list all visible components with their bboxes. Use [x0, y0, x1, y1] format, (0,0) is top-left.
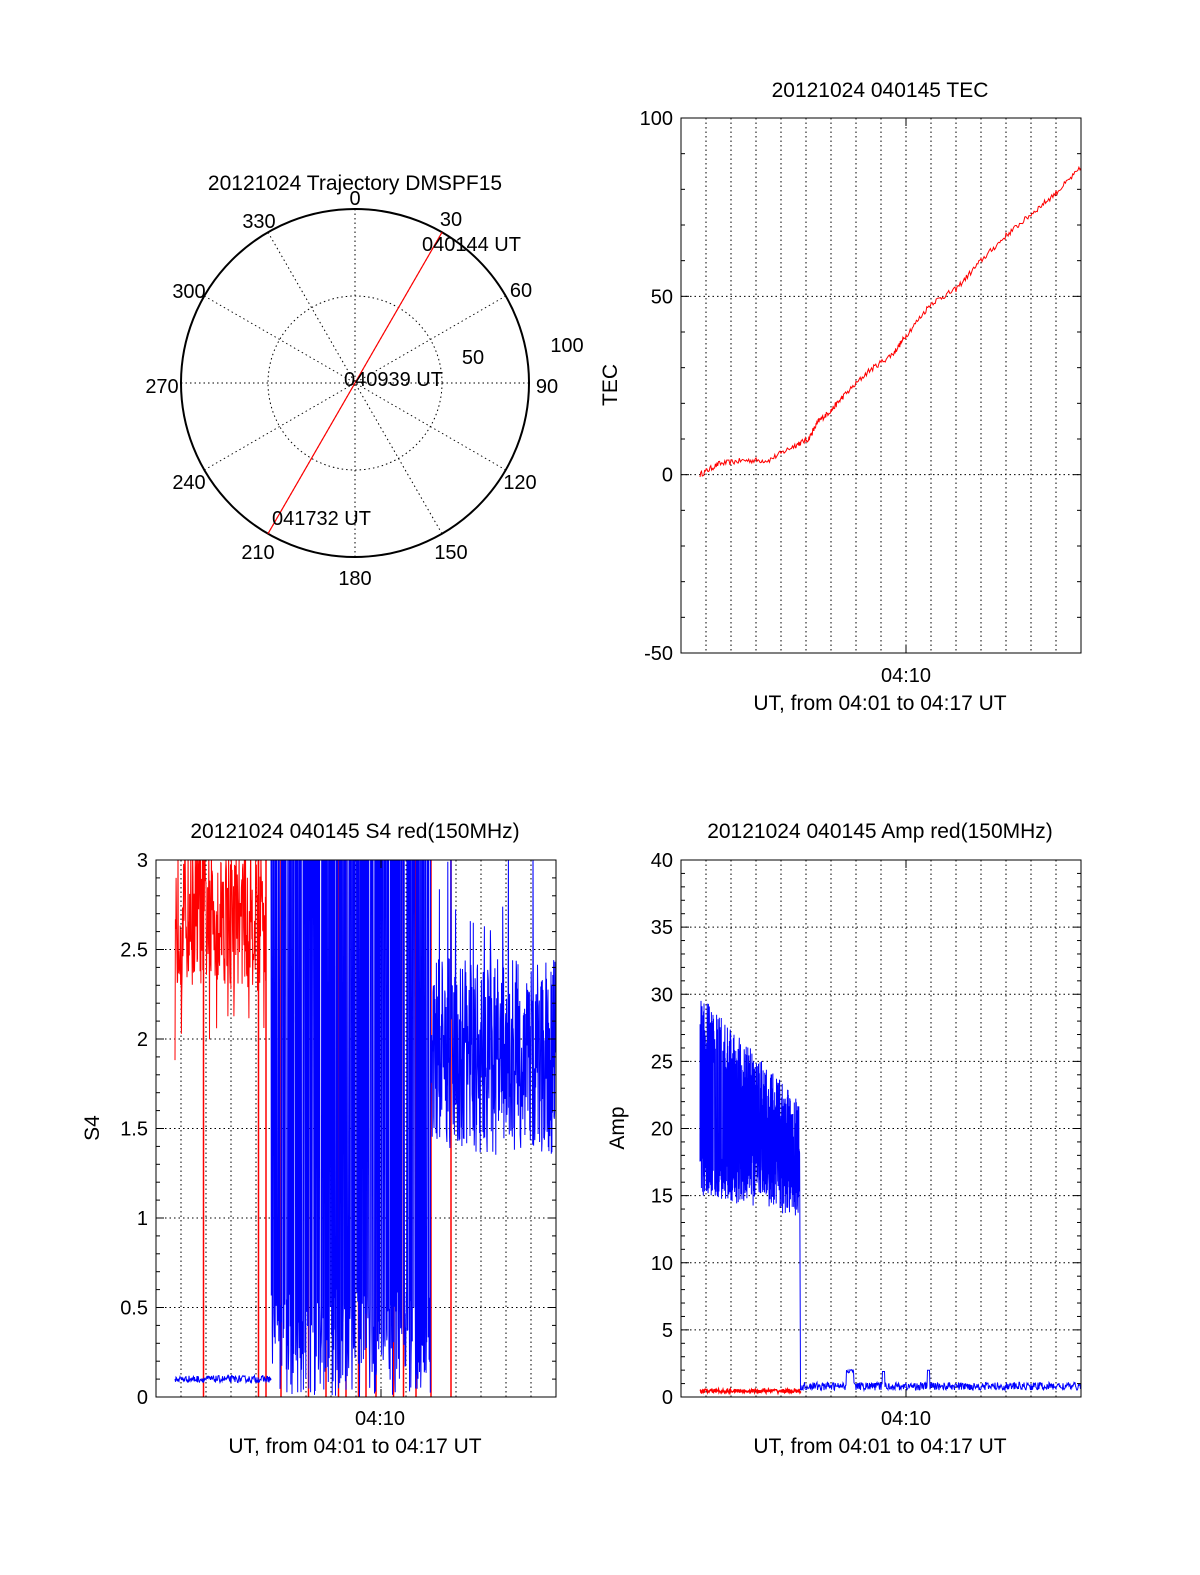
polar-angle-label-60: 60: [510, 280, 532, 302]
amp-grid: [681, 860, 1081, 1397]
polar-angle-label-0: 0: [349, 188, 360, 210]
amp-ytick-label-0: 0: [662, 1387, 673, 1409]
s4-panel: 20121024 040145 S4 red(150MHz) 0 0.5 1 1.5 2…: [81, 820, 557, 1458]
polar-radius-label-100: 100: [550, 335, 583, 357]
polar-angle-label-30: 30: [440, 209, 462, 231]
polar-track-line: [267, 232, 443, 534]
amp-ytick-label-1: 5: [662, 1320, 673, 1342]
amp-ytick-label-2: 10: [651, 1253, 673, 1275]
s4-ytick-label-3: 1.5: [120, 1119, 148, 1141]
polar-angle-label-150: 150: [434, 542, 467, 564]
amp-y-ticks: 0 5 10 15 20 25 30 35 40: [651, 850, 1081, 1409]
tec-x-tick-label: 04:10: [881, 665, 931, 687]
s4-red-series: [174, 860, 267, 1061]
track-start-label: 040144 UT: [422, 234, 521, 256]
s4-blue-middle: [270, 860, 432, 1397]
polar-angle-label-180: 180: [338, 568, 371, 590]
tec-title: 20121024 040145 TEC: [772, 79, 989, 102]
polar-title: 20121024 Trajectory DMSPF15: [208, 172, 502, 195]
s4-ytick-label-0: 0: [137, 1387, 148, 1409]
s4-ytick-label-1: 0.5: [120, 1298, 148, 1320]
s4-y-ticks: 0 0.5 1 1.5 2 2.5 3: [120, 850, 556, 1409]
amp-ytick-label-5: 25: [651, 1051, 673, 1073]
polar-angle-label-120: 120: [503, 472, 536, 494]
polar-angle-label-270: 270: [145, 376, 178, 398]
amp-ytick-label-6: 30: [651, 984, 673, 1006]
polar-angle-label-210: 210: [241, 542, 274, 564]
tec-panel: 20121024 040145 TEC -50 0 50 100 04:10 UT, …: [599, 79, 1082, 715]
polar-radius-label-50: 50: [462, 347, 484, 369]
polar-angle-label-330: 330: [242, 211, 275, 233]
tec-series-line: [699, 165, 1082, 478]
polar-angle-label-300: 300: [172, 281, 205, 303]
amp-ytick-label-3: 15: [651, 1186, 673, 1208]
s4-ytick-label-5: 2.5: [120, 940, 148, 962]
amp-ytick-label-7: 35: [651, 917, 673, 939]
s4-ytick-label-4: 2: [137, 1029, 148, 1051]
amp-data: [699, 1000, 1082, 1396]
tec-x-label: UT, from 04:01 to 04:17 UT: [753, 692, 1006, 715]
polar-angle-label-90: 90: [536, 376, 558, 398]
tec-ytick-label-2: 50: [651, 286, 673, 308]
s4-title: 20121024 040145 S4 red(150MHz): [190, 820, 519, 843]
tec-grid: [681, 118, 1081, 653]
s4-blue-late: [430, 860, 556, 1155]
amp-x-tick-label: 04:10: [881, 1408, 931, 1430]
polar-angle-label-240: 240: [172, 472, 205, 494]
tec-ytick-label-3: 100: [640, 108, 673, 130]
s4-data: [174, 860, 556, 1397]
s4-ytick-label-2: 1: [137, 1208, 148, 1230]
tec-frame: [680, 117, 1082, 654]
s4-y-label: S4: [81, 1115, 104, 1141]
s4-blue-early: [174, 1373, 272, 1385]
tec-ytick-label-0: -50: [644, 643, 673, 665]
polar-panel: 20121024 Trajectory DMSPF15 0 30 60 90 120 15…: [145, 172, 583, 590]
s4-x-label: UT, from 04:01 to 04:17 UT: [228, 1435, 481, 1458]
amp-ytick-label-4: 20: [651, 1119, 673, 1141]
amp-red-series: [699, 1386, 802, 1396]
amp-title: 20121024 040145 Amp red(150MHz): [707, 820, 1053, 843]
tec-y-ticks: -50 0 50 100: [640, 108, 1081, 665]
s4-ytick-label-6: 3: [137, 850, 148, 872]
amp-y-label: Amp: [606, 1106, 629, 1149]
track-mid-label: 040939 UT: [344, 369, 443, 391]
amp-ytick-label-8: 40: [651, 850, 673, 872]
tec-y-label: TEC: [599, 364, 622, 406]
track-end-label: 041732 UT: [272, 508, 371, 530]
polar-angle-labels: 0 30 60 90 120 150 180 210 240 270 300 330: [145, 188, 558, 590]
amp-panel: 20121024 040145 Amp red(150MHz) 0 5 10 15 20…: [606, 820, 1082, 1458]
amp-blue-late: [800, 1368, 1082, 1393]
s4-series-group: [174, 860, 556, 1397]
tec-data: [699, 165, 1082, 478]
s4-x-tick-label: 04:10: [355, 1408, 405, 1430]
amp-blue-early: [699, 1000, 801, 1391]
amp-x-label: UT, from 04:01 to 04:17 UT: [753, 1435, 1006, 1458]
tec-ytick-label-1: 0: [662, 465, 673, 487]
polar-grid: [181, 209, 529, 557]
polar-outer-circle: [180, 208, 530, 558]
